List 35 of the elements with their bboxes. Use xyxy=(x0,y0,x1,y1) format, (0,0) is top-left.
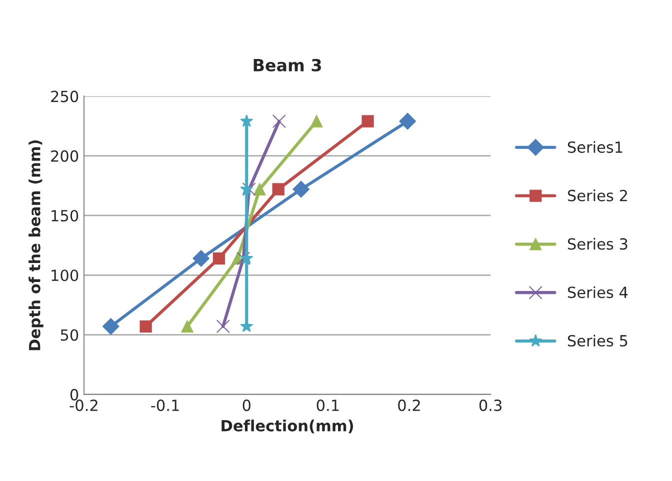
point xyxy=(102,318,120,335)
legend-label: Series1 xyxy=(568,141,622,153)
point xyxy=(140,320,152,332)
x-tick-label: -0.1 xyxy=(151,400,179,412)
point xyxy=(181,320,194,332)
point xyxy=(216,320,230,334)
point xyxy=(242,182,256,196)
point xyxy=(212,252,226,265)
y-tick-label: 150 xyxy=(52,210,78,222)
point xyxy=(362,115,374,128)
point xyxy=(240,114,254,127)
chart-title: Beam 3 xyxy=(254,58,321,72)
x-tick-label: 0.3 xyxy=(479,400,502,412)
point xyxy=(272,183,284,196)
legend-label: Series 2 xyxy=(568,190,627,202)
y-tick-label: 0 xyxy=(70,388,78,400)
x-tick-label: 0.1 xyxy=(316,400,339,412)
y-tick-label: 250 xyxy=(51,90,78,102)
legend-label: Series 3 xyxy=(568,238,628,250)
point xyxy=(399,112,416,130)
y-tick-label: 200 xyxy=(51,150,78,162)
y-axis-title: Depth of the beam (mm) xyxy=(28,140,44,350)
legend-label: Series 5 xyxy=(568,334,628,347)
x-axis-title: Deflection(mm) xyxy=(222,420,353,434)
point xyxy=(254,183,266,196)
x-tick-label: 0 xyxy=(242,400,250,412)
x-tick-label: -0.2 xyxy=(70,400,98,412)
y-tick-label: 100 xyxy=(52,270,78,282)
point xyxy=(272,114,286,128)
point xyxy=(192,250,210,267)
point xyxy=(292,180,310,198)
point xyxy=(310,115,323,128)
x-tick-label: 0.2 xyxy=(398,400,420,412)
y-tick-label: 50 xyxy=(60,329,78,341)
legend-label: Series 4 xyxy=(568,286,628,298)
